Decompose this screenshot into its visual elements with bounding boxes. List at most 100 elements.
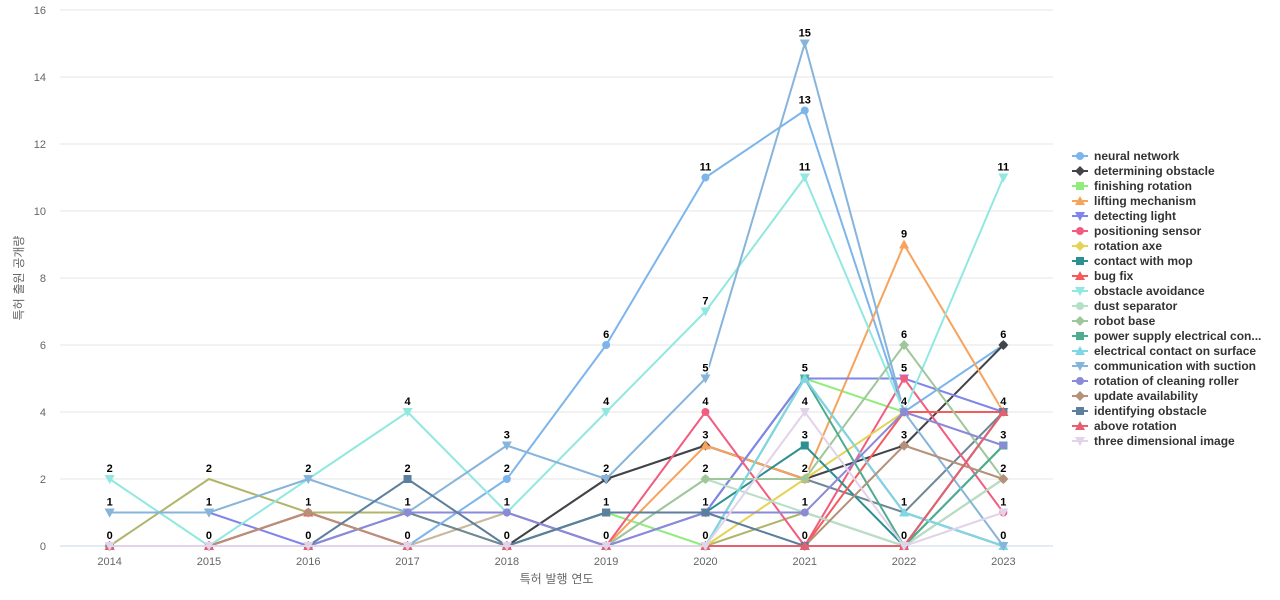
data-label: 1: [802, 497, 808, 509]
data-label: 1: [404, 497, 410, 509]
legend-item[interactable]: electrical contact on surface: [1072, 343, 1277, 358]
legend-label: dust separator: [1094, 298, 1178, 313]
data-point: [799, 173, 810, 183]
series-lines: [104, 39, 1009, 551]
x-axis-title: 특허 발행 연도: [520, 571, 594, 586]
data-point: [104, 508, 115, 518]
data-point: [700, 307, 711, 317]
data-point: [701, 173, 710, 182]
legend-item[interactable]: bug fix: [1072, 268, 1277, 283]
data-label: 2: [802, 463, 808, 475]
data-point: [601, 542, 612, 551]
y-axis-title: 특허 출원 공개량: [12, 236, 26, 321]
legend-item[interactable]: three dimensional image: [1072, 433, 1277, 448]
legend-item[interactable]: finishing rotation: [1072, 178, 1277, 193]
data-label: 9: [901, 229, 907, 241]
data-label: 0: [107, 530, 113, 542]
legend-label: above rotation: [1094, 418, 1177, 433]
data-label: 0: [802, 530, 808, 542]
data-label: 5: [702, 363, 708, 375]
data-point: [303, 475, 314, 484]
data-label: 5: [901, 363, 907, 375]
data-label: 1: [305, 497, 311, 509]
data-point: [799, 541, 810, 550]
series-line: [109, 411, 1004, 547]
series: [105, 441, 1008, 550]
data-point: [1076, 331, 1084, 340]
legend-label: update availability: [1094, 388, 1199, 403]
legend-item[interactable]: power supply electrical con...: [1072, 328, 1277, 343]
legend-item[interactable]: above rotation: [1072, 418, 1277, 433]
data-label: 3: [702, 430, 708, 442]
y-tick-label: 10: [34, 206, 46, 218]
series: [104, 39, 1009, 551]
legend-item[interactable]: communication with suction: [1072, 358, 1277, 373]
legend-item[interactable]: rotation of cleaning roller: [1072, 373, 1277, 388]
data-point: [402, 542, 413, 551]
legend-item[interactable]: determining obstacle: [1072, 163, 1277, 178]
legend-symbol-icon: [1072, 345, 1088, 355]
legend-label: three dimensional image: [1094, 433, 1235, 448]
data-label: 1: [901, 497, 907, 509]
data-point: [403, 508, 412, 517]
data-point: [800, 106, 809, 115]
series-line: [109, 344, 1005, 547]
legend-item[interactable]: identifying obstacle: [1072, 403, 1277, 418]
data-label: 4: [603, 396, 610, 408]
data-point: [1076, 226, 1084, 235]
data-point: [1076, 376, 1084, 385]
legend-label: finishing rotation: [1094, 178, 1192, 193]
legend-item[interactable]: detecting light: [1072, 208, 1277, 223]
legend-label: lifting mechanism: [1094, 193, 1197, 208]
legend-item[interactable]: rotation axe: [1072, 238, 1277, 253]
data-point: [1076, 256, 1084, 265]
legend-label: robot base: [1094, 313, 1156, 328]
data-point: [998, 508, 1009, 518]
y-tick-label: 6: [40, 340, 46, 352]
y-tick-label: 2: [40, 474, 46, 486]
legend-item[interactable]: obstacle avoidance: [1072, 283, 1277, 298]
legend-symbol-icon: [1072, 331, 1088, 340]
legend-item[interactable]: contact with mop: [1072, 253, 1277, 268]
data-point: [899, 239, 910, 249]
data-label: 3: [802, 430, 808, 442]
x-tick-label: 2017: [395, 556, 419, 568]
data-point: [1076, 301, 1084, 310]
legend-item[interactable]: positioning sensor: [1072, 223, 1277, 238]
legend-label: electrical contact on surface: [1094, 343, 1257, 358]
data-point: [1076, 406, 1084, 415]
legend-symbol-icon: [1072, 286, 1088, 296]
data-label: 2: [404, 463, 410, 475]
data-point: [700, 440, 711, 450]
data-point: [998, 542, 1009, 551]
legend-item[interactable]: neural network: [1072, 148, 1277, 163]
data-label: 0: [603, 530, 609, 542]
legend-label: rotation of cleaning roller: [1094, 373, 1239, 388]
legend-symbol-icon: [1072, 406, 1088, 415]
legend-symbol-icon: [1072, 270, 1088, 280]
y-tick-label: 14: [34, 72, 46, 84]
data-point: [1075, 361, 1085, 371]
data-point: [899, 507, 910, 517]
legend-symbol-icon: [1072, 436, 1088, 446]
data-label: 3: [1000, 430, 1006, 442]
data-point: [1075, 390, 1085, 401]
data-label: 6: [1000, 329, 1006, 341]
x-tick-label: 2020: [693, 556, 717, 568]
data-point: [501, 441, 512, 451]
legend-item[interactable]: update availability: [1072, 388, 1277, 403]
data-label: 0: [504, 530, 510, 542]
data-label: 6: [901, 329, 907, 341]
legend-item[interactable]: robot base: [1072, 313, 1277, 328]
data-label: 0: [305, 530, 311, 542]
legend-item[interactable]: dust separator: [1072, 298, 1277, 313]
data-label: 3: [901, 430, 907, 442]
data-point: [1075, 436, 1085, 446]
y-tick-label: 8: [40, 273, 46, 285]
data-point: [1075, 286, 1085, 296]
legend-label: determining obstacle: [1094, 163, 1215, 178]
data-label: 0: [901, 530, 907, 542]
legend-item[interactable]: lifting mechanism: [1072, 193, 1277, 208]
data-point: [602, 341, 611, 349]
data-label: 4: [901, 396, 908, 408]
